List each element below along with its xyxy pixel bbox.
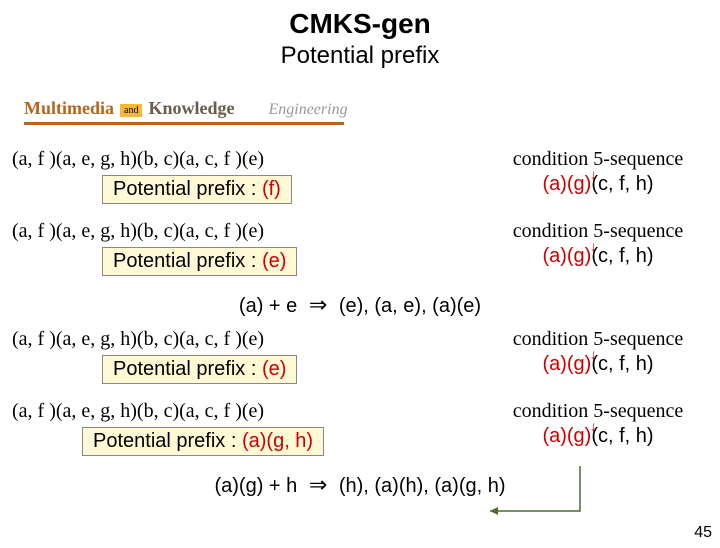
prefix-label: Potential prefix : <box>93 430 242 452</box>
prefix-label: Potential prefix : <box>113 178 262 200</box>
content-area: (a, f )(a, e, g, h)(b, c)(a, c, f )(e) P… <box>12 148 708 508</box>
derivation-lhs: (a) + e <box>239 295 297 317</box>
logo-multimedia: Multimedia <box>24 98 114 118</box>
down-arrow-icon: ↓ <box>590 168 597 184</box>
prefix-box: Potential prefix : (f) <box>102 175 292 204</box>
implies-icon: ⇒ <box>309 472 327 497</box>
condition-red-part: (a)(g) <box>542 353 591 375</box>
page-title: CMKS-gen <box>0 8 720 40</box>
prefix-box: Potential prefix : (e) <box>102 355 297 384</box>
condition-sequence: (a)(g)(c, f, h) <box>488 425 708 448</box>
implies-icon: ⇒ <box>309 292 327 317</box>
example-row: (a, f )(a, e, g, h)(b, c)(a, c, f )(e) P… <box>12 328 708 390</box>
condition-rest: (c, f, h) <box>591 425 653 447</box>
logo-knowledge: Knowledge <box>148 98 234 118</box>
down-arrow-icon: ↓ <box>590 420 597 436</box>
logo-and: and <box>120 104 142 117</box>
derivation-line: (a)(g) + h ⇒ (h), (a)(h), (a)(g, h) <box>12 472 708 498</box>
prefix-box: Potential prefix : (a)(g, h) <box>82 427 324 456</box>
prefix-value: (f) <box>262 178 281 200</box>
condition-block: condition 5-sequence (a)(g)(c, f, h) ↓ <box>488 400 708 448</box>
down-arrow-icon: ↓ <box>590 240 597 256</box>
prefix-label: Potential prefix : <box>113 250 262 272</box>
condition-red-part: (a)(g) <box>542 425 591 447</box>
derivation-rhs: (h), (a)(h), (a)(g, h) <box>339 475 506 497</box>
page-number: 45 <box>694 524 712 542</box>
derivation-rhs: (e), (a, e), (a)(e) <box>339 295 481 317</box>
condition-red-part: (a)(g) <box>542 173 591 195</box>
derivation-line: (a) + e ⇒ (e), (a, e), (a)(e) <box>12 292 708 318</box>
prefix-value: (a)(g, h) <box>242 430 313 452</box>
prefix-label: Potential prefix : <box>113 358 262 380</box>
prefix-box: Potential prefix : (e) <box>102 247 297 276</box>
condition-label: condition 5-sequence <box>488 148 708 171</box>
condition-block: condition 5-sequence (a)(g)(c, f, h) ↓ <box>488 328 708 376</box>
condition-rest: (c, f, h) <box>591 173 653 195</box>
logo-engineering: Engineering <box>268 101 347 118</box>
condition-sequence: (a)(g)(c, f, h) <box>488 353 708 376</box>
derivation-lhs: (a)(g) + h <box>214 475 297 497</box>
condition-sequence: (a)(g)(c, f, h) <box>488 173 708 196</box>
logo-underline <box>24 122 344 125</box>
condition-rest: (c, f, h) <box>591 353 653 375</box>
example-row: (a, f )(a, e, g, h)(b, c)(a, c, f )(e) P… <box>12 148 708 210</box>
down-arrow-icon: ↓ <box>590 348 597 364</box>
logo-block: Multimedia and Knowledge Engineering <box>24 98 364 138</box>
condition-sequence: (a)(g)(c, f, h) <box>488 245 708 268</box>
page-subtitle: Potential prefix <box>0 42 720 70</box>
prefix-value: (e) <box>262 250 286 272</box>
condition-label: condition 5-sequence <box>488 220 708 243</box>
example-row: (a, f )(a, e, g, h)(b, c)(a, c, f )(e) P… <box>12 400 708 462</box>
condition-label: condition 5-sequence <box>488 328 708 351</box>
condition-label: condition 5-sequence <box>488 400 708 423</box>
condition-block: condition 5-sequence (a)(g)(c, f, h) ↓ <box>488 148 708 196</box>
prefix-value: (e) <box>262 358 286 380</box>
condition-block: condition 5-sequence (a)(g)(c, f, h) ↓ <box>488 220 708 268</box>
example-row: (a, f )(a, e, g, h)(b, c)(a, c, f )(e) P… <box>12 220 708 282</box>
condition-rest: (c, f, h) <box>591 245 653 267</box>
condition-red-part: (a)(g) <box>542 245 591 267</box>
